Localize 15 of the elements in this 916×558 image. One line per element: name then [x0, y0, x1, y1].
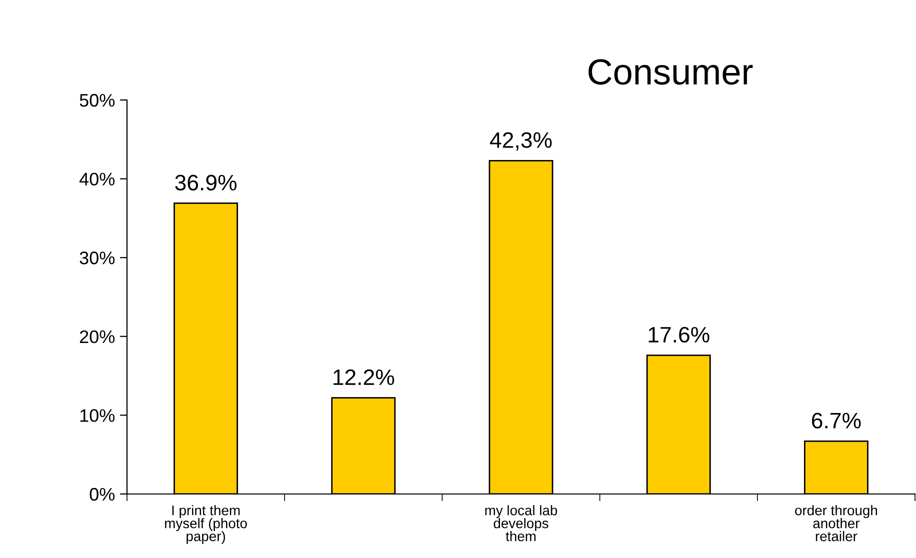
data-label: 36.9%: [175, 174, 237, 190]
data-label: 17.6%: [648, 326, 710, 343]
y-tick-label: 10%: [80, 409, 115, 422]
y-tick-label: 20%: [80, 330, 115, 344]
chart-title: Consumer: [588, 59, 753, 85]
y-tick-label: 30%: [80, 252, 115, 264]
x-tick-label: I print them myself (photo paper): [165, 505, 247, 544]
y-tick-label: 0%: [90, 488, 115, 501]
x-tick-label: order through another retailer: [795, 505, 877, 542]
data-label: 12.2%: [334, 369, 394, 386]
data-label: 42,3%: [490, 132, 552, 151]
x-tick-label: my local lab develops them: [485, 505, 558, 542]
y-tick-label: 50%: [80, 94, 115, 107]
data-label: 6.7%: [812, 412, 861, 428]
y-tick-label: 40%: [79, 172, 115, 186]
